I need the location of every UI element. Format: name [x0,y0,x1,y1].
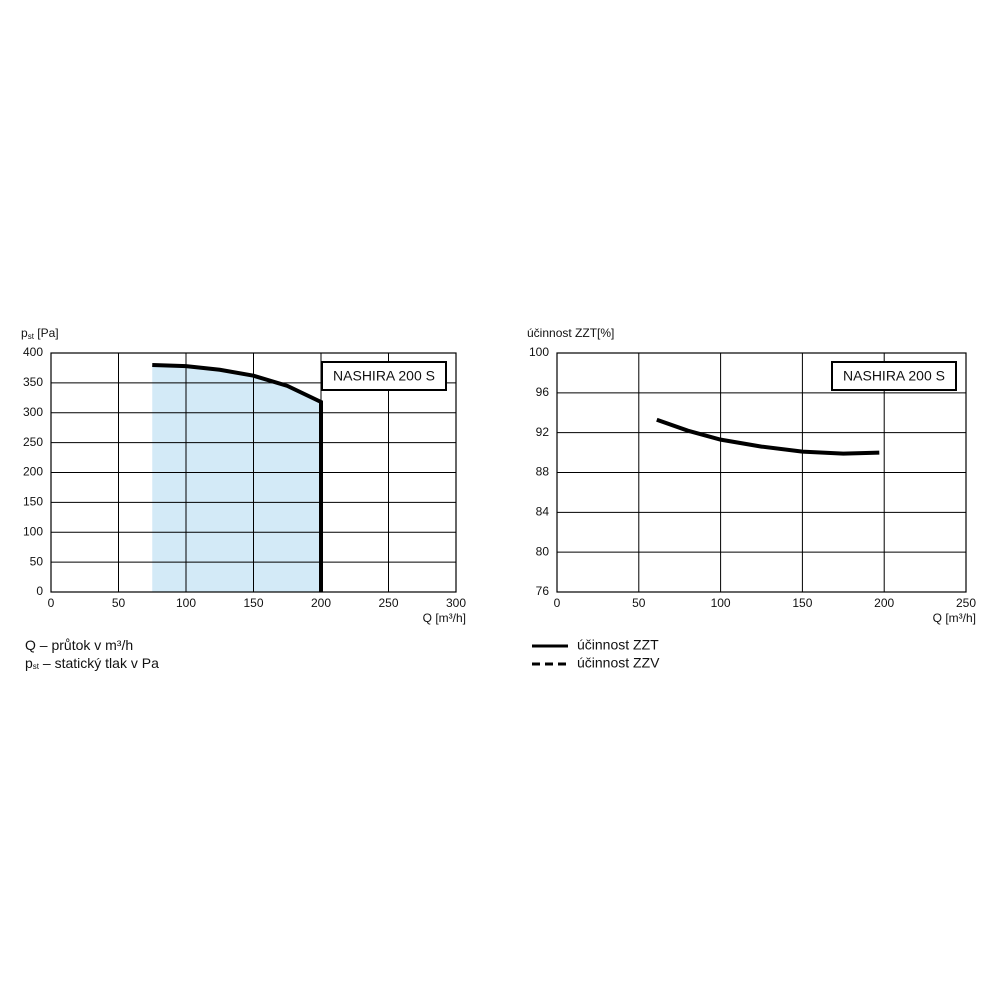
annotation-box [831,361,957,391]
y-tick-label: 50 [30,554,44,568]
x-tick-label: 50 [632,596,646,610]
y-tick-label: 250 [23,435,43,449]
y-tick-label: 76 [536,584,550,598]
y-axis-label: účinnost ZZT[%] [527,326,614,340]
y-tick-label: 84 [536,505,550,519]
plot-frame [556,352,967,593]
text-part: p [21,326,28,340]
y-tick-label: 300 [23,405,43,419]
plot-frame [50,352,457,593]
x-tick-label: 150 [792,596,812,610]
y-tick-label: 96 [536,385,550,399]
y-tick-label: 350 [23,375,43,389]
x-tick-label: 250 [378,596,398,610]
y-tick-label: 100 [529,345,549,359]
data-line [152,362,323,592]
x-tick-label: 100 [176,596,196,610]
y-tick-label: 88 [536,465,550,479]
y-tick-label: 400 [23,345,43,359]
text-part: účinnost ZZT[%] [527,326,614,340]
y-tick-label: 150 [23,495,43,509]
legend-label: účinnost ZZT [577,637,659,653]
x-tick-label: 50 [112,596,126,610]
x-tick-label: 0 [554,596,561,610]
x-tick-label: 200 [874,596,894,610]
annotation: NASHIRA 200 S [843,368,945,384]
y-tick-label: 0 [36,584,43,598]
text-part: Q – průtok v m³/h [25,637,133,653]
y-tick-label: 100 [23,524,43,538]
subscript: st [28,332,35,341]
legend-label: účinnost ZZV [577,655,660,671]
text-part: p [25,655,33,671]
y-axis-label: pst [Pa] [21,326,59,341]
x-axis-label: Q [m³/h] [423,611,466,625]
x-tick-label: 250 [956,596,976,610]
area [152,364,321,592]
x-tick-label: 150 [243,596,263,610]
annotation: NASHIRA 200 S [333,368,435,384]
text-part: [Pa] [34,326,59,340]
x-tick-label: 200 [311,596,331,610]
text-part: – statický tlak v Pa [39,655,159,671]
y-tick-label: 92 [536,425,550,439]
annotation-box [321,361,447,391]
note: pst – statický tlak v Pa [25,655,159,671]
x-tick-label: 0 [48,596,55,610]
subscript: st [33,662,40,671]
data-line [656,417,880,456]
y-tick-label: 80 [536,544,550,558]
x-tick-label: 300 [446,596,466,610]
x-tick-label: 100 [711,596,731,610]
x-axis-label: Q [m³/h] [933,611,976,625]
y-tick-label: 200 [23,465,43,479]
note: Q – průtok v m³/h [25,637,133,653]
